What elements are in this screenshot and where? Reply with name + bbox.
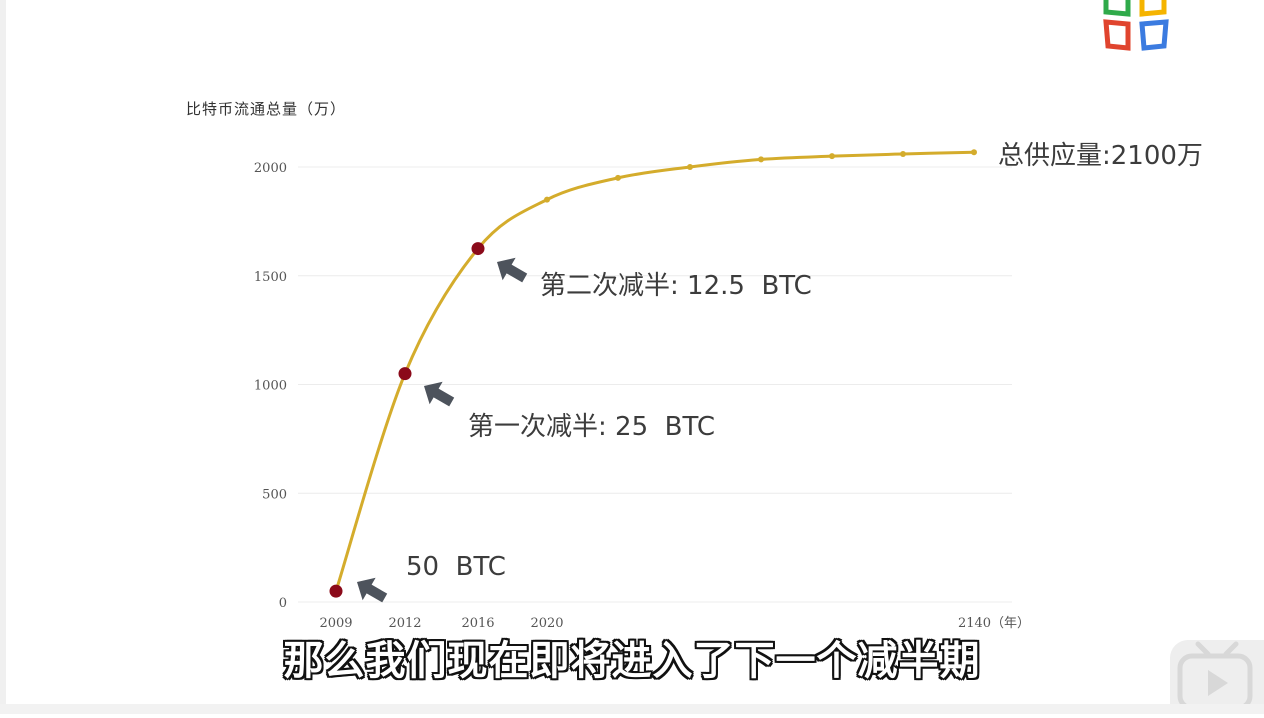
bottom-bar (0, 704, 1264, 714)
data-point (758, 156, 764, 163)
arrow-icon (424, 381, 455, 407)
data-point (900, 150, 906, 157)
highlight-point (329, 584, 343, 598)
y-tick-label: 1500 (254, 270, 287, 285)
annotation-total-supply: 总供应量:2100万 (998, 141, 1203, 171)
y-tick-label: 2000 (254, 161, 287, 176)
channel-logo (1103, 0, 1169, 51)
supply-line (334, 150, 975, 592)
x-tick-label: 2012 (388, 616, 421, 631)
y-tick-label: 500 (262, 487, 287, 502)
x-tick-label: 2140（年） (958, 616, 1030, 631)
arrow-icon (497, 257, 528, 283)
arrow-icon (357, 577, 388, 603)
data-point (829, 153, 835, 160)
data-point (544, 196, 550, 203)
highlight-point (398, 367, 412, 381)
data-point (615, 174, 621, 181)
x-tick-label: 2009 (319, 616, 352, 631)
y-tick-label: 0 (279, 596, 287, 611)
y-tick-label: 1000 (254, 379, 287, 394)
annotation-first-halving: 第一次减半: 25 BTC (468, 412, 715, 442)
highlight-point (471, 242, 485, 256)
play-icon (1177, 641, 1253, 711)
play-button[interactable] (1170, 640, 1264, 714)
annotation-start: 50 BTC (406, 552, 506, 582)
annotation-second-halving: 第二次减半: 12.5 BTC (540, 271, 812, 301)
data-point (971, 149, 977, 156)
data-point (687, 164, 693, 170)
left-edge (0, 0, 6, 714)
video-subtitle: 那么我们现在即将进入了下一个减半期 (283, 638, 981, 684)
x-tick-label: 2020 (530, 616, 563, 631)
x-tick-label: 2016 (461, 616, 494, 631)
y-axis-label: 比特币流通总量（万） (186, 100, 347, 118)
